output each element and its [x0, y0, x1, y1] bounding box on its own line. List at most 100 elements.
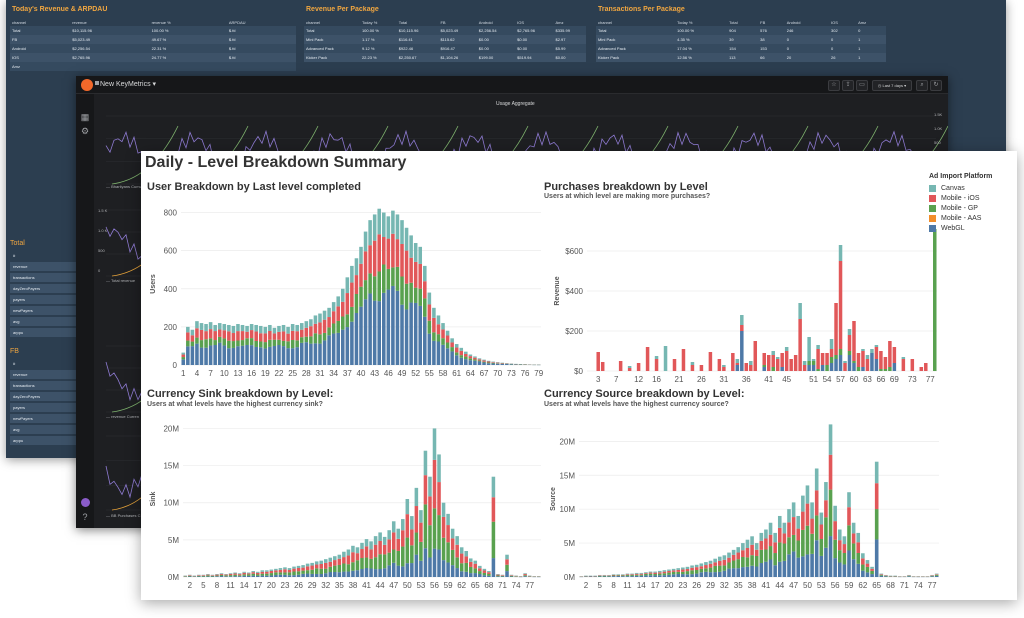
bar-stack[interactable]	[190, 329, 195, 365]
bar-stack[interactable]	[518, 364, 523, 365]
bar-stack[interactable]	[699, 563, 704, 577]
bar-stack[interactable]	[744, 363, 749, 371]
bar-stack[interactable]	[355, 547, 360, 577]
bar-stack[interactable]	[245, 325, 249, 365]
bar-stack[interactable]	[409, 235, 413, 365]
bar-stack[interactable]	[596, 352, 600, 371]
bar-stack[interactable]	[377, 208, 381, 365]
column-header[interactable]: Amz	[555, 20, 564, 25]
column-header[interactable]: Total	[729, 20, 738, 25]
bar-stack[interactable]	[861, 553, 865, 577]
bar-stack[interactable]	[382, 536, 387, 577]
bar-stack[interactable]	[500, 574, 505, 577]
column-header[interactable]: channel	[12, 20, 27, 25]
bar-stack[interactable]	[888, 341, 892, 371]
column-header[interactable]: channel	[306, 20, 321, 25]
bar-stack[interactable]	[368, 220, 372, 365]
bar-stack[interactable]	[445, 330, 450, 365]
bar-stack[interactable]	[593, 575, 597, 577]
column-header[interactable]: IOS	[517, 20, 525, 25]
bar-stack[interactable]	[811, 359, 816, 371]
bar-stack[interactable]	[310, 562, 314, 577]
bar-stack[interactable]	[468, 354, 473, 365]
bar-stack[interactable]	[327, 307, 331, 365]
bar-stack[interactable]	[618, 361, 623, 371]
bar-stack[interactable]	[464, 551, 468, 577]
bar-stack[interactable]	[313, 315, 318, 365]
bar-stack[interactable]	[192, 575, 197, 577]
bar-stack[interactable]	[754, 543, 759, 577]
bar-stack[interactable]	[405, 499, 410, 577]
bar-stack[interactable]	[414, 487, 419, 577]
bar-stack[interactable]	[437, 454, 441, 577]
time-range-picker[interactable]: ◷ Last 7 days ▾	[872, 80, 912, 91]
bar-stack[interactable]	[653, 571, 657, 577]
bar-stack[interactable]	[667, 569, 671, 577]
bar-stack[interactable]	[337, 554, 342, 577]
bar-stack[interactable]	[487, 571, 491, 577]
bar-stack[interactable]	[662, 570, 667, 577]
bar-stack[interactable]	[295, 324, 299, 365]
bar-stack[interactable]	[717, 556, 722, 577]
bar-stack[interactable]	[780, 353, 784, 371]
bar-stack[interactable]	[861, 349, 865, 371]
bar-stack[interactable]	[690, 565, 694, 577]
bar-stack[interactable]	[478, 565, 482, 577]
bar-stack[interactable]	[825, 353, 829, 371]
bar-stack[interactable]	[708, 352, 713, 371]
bar-stack[interactable]	[588, 575, 593, 577]
bar-stack[interactable]	[838, 245, 843, 371]
bar-stack[interactable]	[304, 321, 309, 365]
bar-stack[interactable]	[816, 345, 820, 371]
bar-stack[interactable]	[648, 571, 653, 577]
bar-stack[interactable]	[228, 573, 233, 577]
bar-stack[interactable]	[309, 319, 313, 365]
bar-stack[interactable]	[879, 573, 884, 577]
bar-stack[interactable]	[350, 265, 354, 365]
bar-stack[interactable]	[731, 549, 736, 577]
bar-stack[interactable]	[805, 485, 810, 577]
bar-stack[interactable]	[874, 461, 879, 577]
bar-stack[interactable]	[277, 325, 281, 365]
bar-stack[interactable]	[883, 357, 888, 371]
bar-stack[interactable]	[766, 355, 771, 371]
legend-item-mobile-ios[interactable]: Mobile - iOS	[929, 193, 1015, 203]
bar-stack[interactable]	[181, 352, 186, 365]
user-avatar-icon[interactable]	[81, 498, 90, 507]
bar-stack[interactable]	[369, 541, 373, 577]
bar-stack[interactable]	[318, 313, 322, 365]
bar-stack[interactable]	[505, 554, 509, 577]
bar-stack[interactable]	[759, 532, 764, 577]
bar-stack[interactable]	[884, 574, 888, 577]
bar-stack[interactable]	[222, 324, 227, 365]
bar-stack[interactable]	[263, 326, 268, 365]
bar-stack[interactable]	[727, 552, 731, 577]
bar-stack[interactable]	[910, 359, 915, 371]
bar-stack[interactable]	[771, 351, 775, 371]
bar-stack[interactable]	[360, 542, 364, 577]
bar-stack[interactable]	[345, 277, 350, 365]
bar-stack[interactable]	[870, 566, 874, 577]
bar-stack[interactable]	[387, 530, 391, 577]
bar-stack[interactable]	[413, 243, 418, 365]
bar-stack[interactable]	[731, 353, 735, 371]
bar-stack[interactable]	[514, 363, 518, 365]
bar-stack[interactable]	[242, 571, 246, 577]
bar-stack[interactable]	[281, 324, 286, 365]
bar-stack[interactable]	[930, 574, 934, 577]
bar-stack[interactable]	[197, 574, 201, 577]
bar-stack[interactable]	[354, 258, 359, 365]
bar-stack[interactable]	[856, 532, 861, 577]
bar-stack[interactable]	[482, 568, 487, 577]
bar-stack[interactable]	[820, 353, 825, 371]
bar-stack[interactable]	[391, 210, 395, 365]
bar-stack[interactable]	[819, 512, 824, 577]
column-header[interactable]: Total	[398, 20, 408, 25]
bar-stack[interactable]	[505, 363, 509, 365]
bar-stack[interactable]	[735, 359, 740, 371]
bar-stack[interactable]	[328, 557, 333, 577]
legend-item-webgl[interactable]: WebGL	[929, 223, 1015, 233]
bar-stack[interactable]	[373, 536, 378, 577]
bar-stack[interactable]	[290, 324, 295, 365]
